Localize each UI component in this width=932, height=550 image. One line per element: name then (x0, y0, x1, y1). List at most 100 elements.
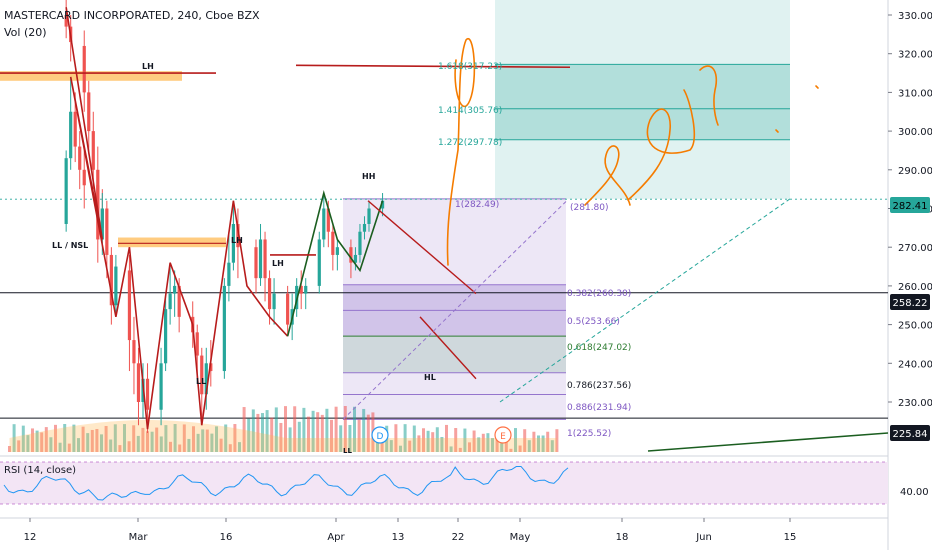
time-tick-label: 18 (616, 532, 629, 543)
volume-bar (463, 428, 467, 452)
candle-body (87, 92, 91, 132)
candle-body (317, 239, 321, 286)
volume-bar (316, 412, 320, 452)
candle-body (145, 378, 150, 410)
candle-body (132, 340, 136, 364)
volume-bar (500, 443, 504, 452)
dividend-marker[interactable]: D (371, 426, 389, 444)
rsi-axis-value: 40.00 (900, 487, 929, 498)
volume-bar (95, 428, 99, 452)
candle-body (258, 239, 263, 279)
fib-ext-label-1618: 1.618(317.23) (438, 62, 502, 72)
volume-bar (155, 427, 159, 452)
volume-bar (238, 442, 241, 452)
candle-body (299, 285, 303, 294)
price-tick-label: 260.00 (898, 282, 932, 293)
candle-body (254, 247, 258, 279)
candle-body (82, 45, 86, 93)
fib-ext-label-1272: 1.272(297.78) (438, 138, 502, 148)
price-tick-label: 320.00 (898, 50, 932, 61)
volume-bar (422, 428, 425, 452)
time-tick-label: 15 (784, 532, 797, 543)
volume-bar (486, 433, 490, 452)
candle-body (267, 278, 272, 310)
candle-body (105, 208, 109, 255)
volume-bar (49, 437, 53, 452)
volume-bar (90, 429, 94, 452)
volume-bar (550, 440, 554, 452)
volume-label: Vol (20) (4, 26, 47, 39)
candle-body (362, 223, 367, 232)
time-tick-label: May (510, 532, 531, 543)
volume-bar (256, 413, 260, 452)
time-tick-label: 12 (24, 532, 37, 543)
time-tick-label: 22 (452, 532, 465, 543)
annotation-ll: LL (196, 377, 206, 386)
volume-bar (523, 429, 527, 452)
volume-bar (251, 409, 255, 452)
candle-body (286, 293, 290, 325)
candle-body (114, 266, 118, 306)
price-badge-last: 282.41 (890, 197, 930, 213)
volume-bar (261, 413, 264, 452)
projection-dash (499, 198, 791, 403)
fib-label-0382: 0.382(260.30) (567, 289, 631, 299)
volume-bar (100, 434, 103, 452)
volume-bar (518, 445, 522, 452)
volume-bar (357, 419, 361, 452)
earnings-marker[interactable]: E (494, 426, 512, 444)
volume-bar (325, 408, 329, 452)
volume-bar (408, 440, 412, 452)
volume-bar (284, 406, 287, 452)
candle-body (82, 169, 86, 186)
time-tick-label: Jun (695, 532, 712, 543)
fib-label-05: 0.5(253.66) (567, 317, 620, 327)
volume-bar (67, 443, 71, 452)
volume-bar (113, 424, 117, 452)
volume-bar (150, 431, 154, 452)
volume-bar (58, 442, 62, 452)
earnings-marker-circle[interactable] (494, 426, 512, 444)
volume-bar (481, 433, 485, 452)
volume-bar (173, 424, 177, 452)
wedge-upper-line (367, 200, 477, 295)
resistance-line-extended (295, 64, 571, 69)
annotation-ll-bottom: LL (343, 447, 352, 455)
volume-bar (219, 438, 223, 452)
resistance-zone-top (0, 71, 182, 81)
trend-zigzag-up (286, 189, 384, 337)
price-tick-label: 290.00 (898, 166, 932, 177)
volume-bar (307, 416, 310, 452)
fib-label-current: (281.80) (570, 203, 609, 213)
volume-bar (431, 432, 435, 452)
volume-bar (293, 406, 297, 452)
volume-bar (26, 435, 30, 452)
volume-bar (215, 426, 218, 452)
candle-body (231, 223, 235, 263)
volume-bar (123, 424, 126, 452)
volume-bar (8, 446, 11, 452)
volume-bar (380, 434, 384, 452)
time-tick-label: Mar (129, 532, 149, 543)
volume-bar (44, 427, 48, 452)
annotation-lh-apr: LH (272, 259, 284, 268)
volume-bar (72, 424, 76, 452)
trend-zigzag-down (65, 7, 289, 430)
volume-bar (210, 433, 214, 452)
candle-body (204, 363, 208, 395)
dividend-marker-circle[interactable] (371, 426, 389, 444)
price-badge-last-text: 282.41 (893, 201, 928, 212)
volume-bar (224, 424, 228, 452)
price-tick-label: 300.00 (898, 127, 932, 138)
candle-body (164, 309, 168, 364)
annotation-lh-top: LH (142, 62, 154, 71)
volume-bar (146, 431, 149, 452)
freehand-drawing-1 (584, 145, 631, 206)
annotation-hl: HL (424, 373, 436, 382)
volume-bar (242, 407, 246, 452)
volume-bar (205, 429, 209, 452)
volume-bar (118, 445, 122, 452)
volume-bar (270, 417, 274, 452)
volume-bar (12, 424, 16, 452)
